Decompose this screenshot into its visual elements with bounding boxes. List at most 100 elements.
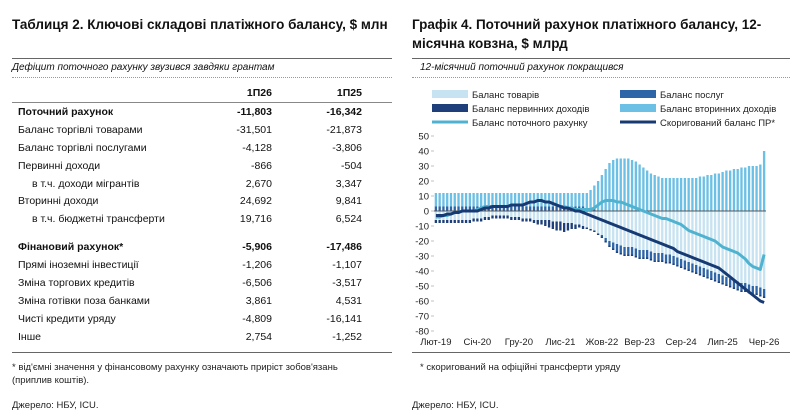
bar-segment	[672, 211, 675, 256]
legend-label: Баланс послуг	[660, 90, 724, 101]
bar-segment	[661, 211, 664, 253]
bar-segment	[589, 229, 592, 231]
bar-segment	[472, 206, 475, 211]
bar-segment	[747, 166, 751, 211]
bar-segment	[544, 220, 547, 226]
legend-label: Баланс товарів	[472, 90, 539, 101]
y-tick-label: -30	[415, 252, 429, 263]
bar-segment	[562, 223, 566, 232]
row-value-1p26: -5,906	[242, 241, 272, 254]
bar-segment	[502, 211, 505, 216]
bar-segment	[657, 253, 660, 261]
divider	[12, 352, 392, 353]
bar-segment	[581, 193, 585, 207]
bar-segment	[585, 211, 588, 228]
bar-segment	[513, 211, 517, 217]
bar-segment	[721, 211, 724, 276]
y-tick-label: 50	[418, 132, 429, 143]
bar-segment	[498, 193, 502, 207]
bar-segment	[506, 211, 509, 216]
bar-segment	[570, 223, 573, 229]
bar-segment	[547, 193, 551, 207]
row-value-1p25: -504	[340, 159, 362, 172]
bar-segment	[676, 265, 679, 267]
bar-segment	[502, 215, 505, 219]
x-tick-label: Січ-20	[464, 337, 492, 348]
bar-segment	[608, 241, 611, 246]
row-value-1p25: -1,107	[332, 259, 362, 272]
bar-segment	[612, 160, 615, 211]
bar-segment	[600, 236, 604, 238]
bar-segment	[630, 254, 634, 256]
bar-segment	[668, 211, 671, 255]
bar-segment	[596, 181, 600, 211]
bar-segment	[676, 178, 679, 211]
bar-segment	[457, 220, 460, 223]
bar-segment	[495, 215, 498, 219]
bar-segment	[728, 211, 732, 279]
bar-segment	[638, 250, 641, 258]
bar-segment	[574, 193, 577, 207]
bar-segment	[540, 220, 543, 225]
x-tick-label: Чер-26	[749, 337, 780, 348]
bar-segment	[612, 211, 615, 243]
bar-segment	[710, 278, 713, 280]
bar-segment	[464, 220, 468, 223]
bar-segment	[487, 193, 490, 207]
bar-segment	[679, 211, 683, 259]
bar-segment	[498, 211, 502, 216]
bar-segment	[698, 266, 702, 274]
y-tick-label: 40	[418, 147, 429, 158]
bar-segment	[562, 211, 566, 223]
bar-segment	[762, 151, 766, 211]
bar-segment	[725, 284, 728, 286]
table-source: Джерело: НБУ, ICU.	[12, 400, 99, 411]
bar-segment	[574, 211, 577, 225]
bar-segment	[589, 190, 592, 208]
row-value-1p26: -4,809	[242, 312, 272, 325]
row-label: Баланс торгівлі товарами	[18, 123, 143, 136]
x-tick-label: Гру-20	[505, 337, 533, 348]
bar-segment	[510, 217, 513, 220]
bar-segment	[634, 248, 638, 256]
bar-segment	[676, 257, 679, 265]
bar-segment	[706, 277, 709, 279]
bar-segment	[630, 160, 634, 211]
bar-segment	[578, 211, 581, 225]
bar-segment	[717, 274, 721, 282]
bar-segment	[619, 253, 622, 255]
y-tick-label: -60	[415, 297, 429, 308]
bar-segment	[476, 211, 479, 219]
bar-segment	[740, 167, 743, 211]
bar-segment	[713, 280, 717, 282]
bar-segment	[706, 211, 709, 270]
row-value-1p25: -3,806	[332, 141, 362, 154]
y-tick-label: -10	[415, 222, 429, 233]
table-row: Зміна готівки поза банками 3,861 4,531	[12, 292, 392, 310]
bar-segment	[702, 176, 705, 211]
bar-segment	[566, 193, 570, 207]
bar-segment	[657, 176, 660, 211]
bar-segment	[627, 158, 630, 211]
row-value-1p25: -16,141	[326, 312, 362, 325]
bar-segment	[615, 251, 619, 253]
bar-segment	[559, 211, 562, 222]
bar-segment	[661, 260, 664, 262]
bar-segment	[600, 211, 604, 235]
bar-segment	[510, 206, 513, 211]
y-tick-label: 30	[418, 162, 429, 173]
bar-segment	[600, 175, 604, 211]
bar-segment	[759, 164, 762, 211]
bar-segment	[762, 211, 766, 289]
bar-segment	[502, 193, 505, 207]
bar-segment	[706, 175, 709, 211]
bar-segment	[536, 220, 539, 225]
bar-segment	[645, 211, 649, 250]
bar-segment	[596, 233, 600, 235]
bar-segment	[491, 215, 494, 219]
bar-segment	[476, 218, 479, 222]
balance-table: 1П26 1П25 Поточний рахунок -11,803 -16,342…	[12, 84, 392, 346]
y-tick-label: 20	[418, 177, 429, 188]
chart-title-line2: місячна ковзна, $ млрд	[412, 36, 568, 51]
bar-segment	[721, 275, 724, 283]
